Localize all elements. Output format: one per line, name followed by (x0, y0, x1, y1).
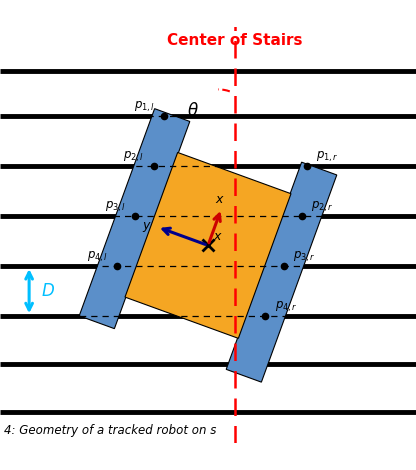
Text: $p_{2,l}$: $p_{2,l}$ (123, 149, 144, 164)
Text: $\theta$: $\theta$ (187, 102, 199, 120)
Text: $x$: $x$ (215, 193, 224, 206)
Polygon shape (125, 152, 291, 338)
Text: $p_{3,r}$: $p_{3,r}$ (293, 250, 316, 264)
Text: $p_{3,l}$: $p_{3,l}$ (105, 200, 126, 214)
Text: $p_{4,l}$: $p_{4,l}$ (87, 250, 108, 264)
Text: $p_{4,r}$: $p_{4,r}$ (275, 299, 297, 313)
Polygon shape (226, 162, 337, 382)
Text: $D$: $D$ (41, 282, 55, 300)
Text: $p_{1,l}$: $p_{1,l}$ (134, 100, 155, 114)
Text: $p_{2,r}$: $p_{2,r}$ (311, 200, 334, 214)
Text: $y$: $y$ (142, 220, 152, 234)
Polygon shape (79, 109, 190, 329)
Text: $p_{1,r}$: $p_{1,r}$ (316, 149, 339, 164)
Text: Center of Stairs: Center of Stairs (167, 33, 303, 48)
Text: 4: Geometry of a tracked robot on s: 4: Geometry of a tracked robot on s (4, 424, 217, 437)
Text: $x$: $x$ (213, 230, 223, 243)
